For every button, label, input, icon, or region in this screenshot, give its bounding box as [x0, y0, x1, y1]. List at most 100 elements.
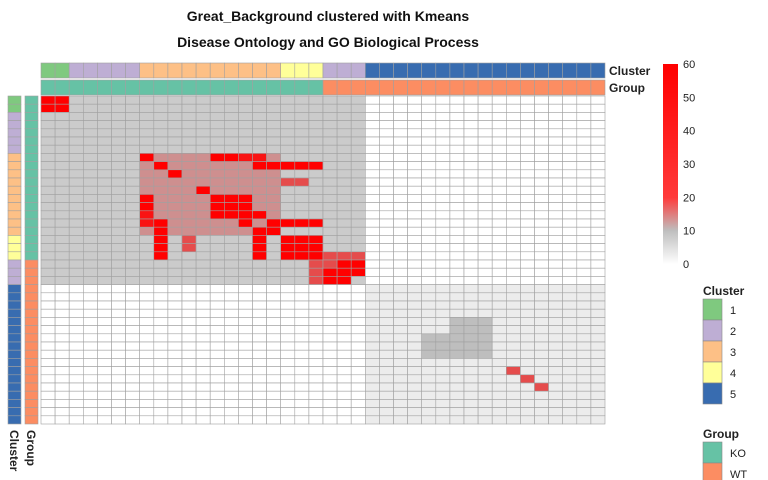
heatmap-cell [308, 112, 324, 121]
heatmap-cell [111, 161, 126, 171]
heatmap-cell [209, 333, 225, 343]
heatmap-cell [463, 128, 479, 138]
heatmap-cell [83, 366, 98, 376]
heatmap-cell [224, 333, 239, 343]
heatmap-cell [590, 210, 606, 220]
heatmap-cell [449, 136, 465, 146]
heatmap-cell [238, 185, 253, 195]
heatmap-cell [449, 390, 465, 400]
heatmap-cell [562, 325, 578, 335]
row-annotation-cell [24, 112, 39, 121]
heatmap-cell [322, 390, 338, 400]
heatmap-cell [83, 374, 98, 384]
heatmap-cell [491, 194, 507, 203]
heatmap-cell [308, 317, 324, 326]
heatmap-cell [322, 407, 338, 417]
heatmap-cell [534, 382, 549, 392]
heatmap-cell [435, 341, 451, 351]
heatmap-cell [435, 284, 451, 294]
heatmap-cell [505, 276, 521, 285]
heatmap-cell [435, 415, 451, 425]
heatmap-cell [562, 317, 578, 326]
heatmap-cell [407, 366, 423, 376]
heatmap-cell [54, 374, 70, 384]
heatmap-cell [407, 259, 423, 269]
heatmap-cell [224, 243, 239, 253]
heatmap-cell [576, 210, 592, 220]
heatmap-cell [97, 161, 112, 171]
heatmap-cell [435, 382, 451, 392]
heatmap-cell [139, 112, 155, 121]
heatmap-cell [167, 308, 183, 318]
heatmap-cell [336, 317, 352, 326]
heatmap-cell [97, 259, 112, 269]
heatmap-cell [336, 136, 352, 146]
heatmap-cell [421, 341, 437, 351]
heatmap-cell [266, 103, 282, 113]
heatmap-cell [181, 366, 197, 376]
heatmap-cell [111, 144, 126, 154]
heatmap-cell [534, 366, 549, 376]
heatmap-cell [139, 300, 155, 310]
row-annotation-cell [24, 161, 39, 171]
heatmap-cell [97, 235, 112, 244]
heatmap-cell [308, 358, 324, 367]
heatmap-cell [111, 128, 126, 138]
column-annotation-cell [40, 62, 56, 79]
heatmap-cell [111, 292, 126, 302]
heatmap-cell [224, 120, 239, 130]
heatmap-cell [350, 325, 366, 335]
heatmap-cell [364, 202, 380, 212]
heatmap-cell [40, 284, 56, 294]
heatmap-cell [280, 382, 296, 392]
heatmap-cell [364, 194, 380, 203]
heatmap-cell [350, 153, 366, 162]
row-annotation-cell [7, 349, 22, 359]
heatmap-cell [294, 243, 310, 253]
heatmap-cell [350, 120, 366, 130]
heatmap-cell [534, 177, 549, 187]
column-annotation-cell [505, 79, 521, 96]
row-annotation-cell [7, 177, 22, 187]
heatmap-cell [548, 349, 563, 359]
heatmap-cell [322, 374, 338, 384]
heatmap-cell [322, 292, 338, 302]
heatmap-cell [181, 251, 197, 261]
heatmap-cell [336, 210, 352, 220]
heatmap-cell [111, 308, 126, 318]
heatmap-cell [238, 317, 253, 326]
column-annotation-cell [266, 62, 282, 79]
heatmap-cell [83, 399, 98, 408]
heatmap-cell [449, 169, 465, 179]
heatmap-cell [181, 194, 197, 203]
column-annotation-cell [520, 62, 535, 79]
heatmap-cell [562, 366, 578, 376]
heatmap-cell [449, 276, 465, 285]
heatmap-cell [125, 300, 140, 310]
heatmap-cell [167, 218, 183, 228]
heatmap-cell [294, 120, 310, 130]
heatmap-cell [209, 243, 225, 253]
heatmap-cell [449, 218, 465, 228]
heatmap-cell [125, 407, 140, 417]
heatmap-cell [590, 185, 606, 195]
heatmap-cell [364, 177, 380, 187]
heatmap-cell [266, 390, 282, 400]
row-annotation-cell [24, 358, 39, 367]
heatmap-cell [294, 382, 310, 392]
heatmap-cell [421, 210, 437, 220]
heatmap-cell [195, 267, 211, 277]
heatmap-cell [308, 202, 324, 212]
heatmap-cell [463, 185, 479, 195]
heatmap-cell [280, 308, 296, 318]
column-annotation-cell [463, 79, 479, 96]
row-annotation-cell [24, 349, 39, 359]
heatmap-cell [224, 407, 239, 417]
heatmap-cell [520, 128, 535, 138]
heatmap-cell [322, 112, 338, 121]
heatmap-cell [224, 251, 239, 261]
heatmap-cell [505, 235, 521, 244]
heatmap-cell [322, 267, 338, 277]
column-annotation-cell [379, 79, 394, 96]
heatmap-cell [252, 251, 267, 261]
